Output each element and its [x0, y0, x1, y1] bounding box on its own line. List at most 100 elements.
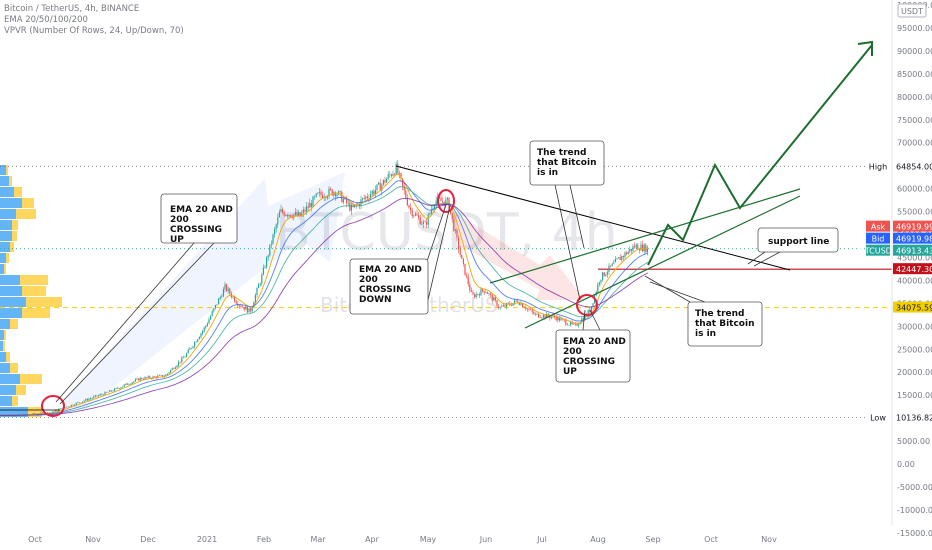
- y-tick-label: 25000.00: [897, 345, 932, 354]
- candle-body: [496, 300, 498, 307]
- vpvr-down-bar: [16, 385, 26, 395]
- candle-body: [77, 402, 79, 403]
- candle-body: [598, 282, 600, 285]
- candle-body: [514, 300, 516, 304]
- candle-body: [80, 402, 82, 404]
- candle-body: [248, 308, 250, 313]
- candle-body: [283, 212, 285, 216]
- candle-body: [78, 402, 80, 403]
- candle-body: [315, 193, 317, 197]
- candle-body: [99, 394, 101, 396]
- cross-down-circle: [437, 189, 455, 213]
- candle-body: [272, 234, 274, 244]
- x-tick-label: Oct: [28, 535, 42, 544]
- candle-body: [146, 377, 148, 378]
- candle-body: [317, 192, 319, 194]
- y-tick-label: 5000.00: [897, 437, 930, 446]
- candle-body: [621, 256, 623, 260]
- candle-body: [365, 196, 367, 199]
- vpvr-down-bar: [22, 308, 50, 318]
- legend-ema[interactable]: EMA 20/50/100/200: [4, 15, 88, 25]
- candle-body: [32, 413, 34, 415]
- direction-arrows: [60, 172, 585, 410]
- y-tick-label: 70000.00: [897, 139, 932, 148]
- candle-body: [416, 213, 418, 216]
- vpvr-up-bar: [0, 352, 6, 362]
- candle-body: [160, 375, 162, 376]
- candle-body: [51, 411, 53, 413]
- price-tag-bg: [893, 411, 932, 423]
- legend-vpvr[interactable]: VPVR (Number Of Rows, 24, Up/Down, 70): [4, 26, 184, 36]
- candle-body: [152, 376, 154, 379]
- vpvr-up-bar: [0, 297, 26, 307]
- price-tag-label-bg: [866, 244, 890, 256]
- candle-body: [626, 252, 628, 255]
- candle-body: [414, 213, 416, 216]
- candle-body: [110, 390, 112, 392]
- callout-ema-up-right: EMA 20 AND 200 CROSSING UP: [555, 309, 631, 383]
- y-tick-label: 75000.00: [897, 116, 932, 125]
- time-axis[interactable]: Oct Nov Dec 2021 Feb Mar Apr May Jun Jul Aug Sep Oct…: [28, 535, 777, 544]
- candle-body: [565, 320, 567, 325]
- candle-body: [485, 292, 487, 293]
- chart-legend: Bitcoin / TetherUS, 4h, BINANCE EMA 20/5…: [4, 4, 184, 37]
- candle-body: [64, 407, 66, 408]
- ema50-line: [0, 180, 649, 416]
- candle-body: [506, 303, 508, 307]
- candle-body: [14, 415, 16, 417]
- x-tick-label: Feb: [257, 535, 271, 544]
- candle-body: [600, 279, 602, 283]
- y-tick-label: 15000.00: [897, 391, 932, 400]
- candle-body: [264, 267, 266, 268]
- candle-body: [491, 294, 493, 301]
- callout-line: The trend: [537, 148, 586, 158]
- candle-body: [421, 223, 423, 225]
- candle-body: [122, 386, 124, 388]
- candle-body: [74, 404, 76, 406]
- candle-body: [221, 296, 223, 298]
- currency-badge[interactable]: [897, 3, 927, 18]
- candle-body: [290, 215, 292, 217]
- up-arrow-shape: [60, 172, 345, 410]
- candle-body: [549, 316, 551, 319]
- candle-body: [251, 307, 253, 312]
- candle-body: [392, 173, 394, 176]
- candle-body: [213, 308, 215, 312]
- callout-line: The trend: [695, 309, 744, 319]
- vpvr-up-bar: [0, 165, 6, 175]
- candle-body: [386, 178, 388, 183]
- candle-body: [619, 257, 621, 260]
- candle-body: [285, 215, 287, 216]
- candle-body: [406, 198, 408, 206]
- candle-body: [410, 207, 412, 210]
- candle-body: [266, 257, 268, 268]
- candle-body: [134, 379, 136, 382]
- candle-body: [445, 199, 447, 206]
- candle-body: [69, 406, 71, 407]
- candle-body: [83, 400, 85, 402]
- candle-body: [347, 202, 349, 204]
- candle-body: [181, 357, 183, 363]
- candle-body: [475, 293, 477, 298]
- x-tick-label: Oct: [704, 535, 718, 544]
- candle-body: [629, 248, 631, 252]
- candle-body: [330, 188, 332, 190]
- candle-body: [493, 297, 495, 301]
- candle-body: [286, 215, 288, 217]
- candle-body: [320, 191, 322, 195]
- candle-body: [328, 188, 330, 197]
- candle-body: [542, 314, 544, 318]
- candle-body: [267, 255, 269, 258]
- candle-body: [109, 390, 111, 393]
- candle-body: [453, 218, 455, 231]
- candle-body: [397, 163, 399, 174]
- drawings: [0, 40, 873, 417]
- candle-body: [358, 203, 360, 207]
- candle-body: [638, 249, 640, 251]
- candle-body: [614, 259, 616, 263]
- candle-body: [378, 182, 380, 185]
- price-tag-label-bg: [866, 220, 890, 232]
- legend-symbol[interactable]: Bitcoin / TetherUS, 4h, BINANCE: [4, 4, 140, 14]
